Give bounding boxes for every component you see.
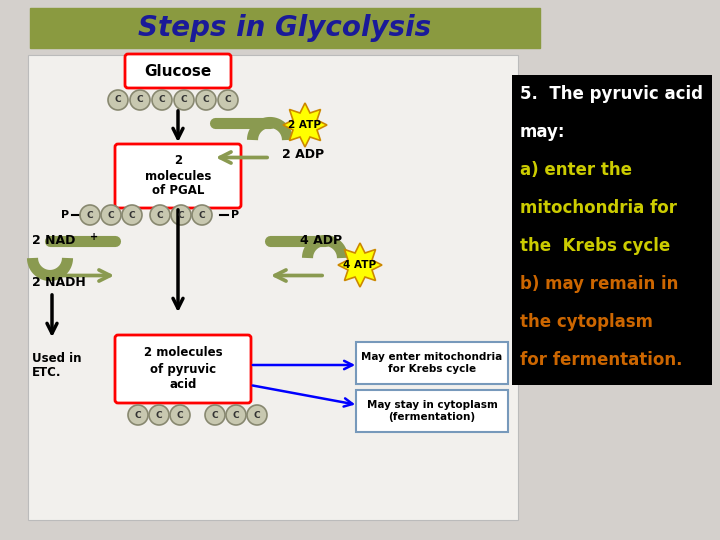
Text: C: C — [157, 211, 163, 219]
Circle shape — [196, 90, 216, 110]
Circle shape — [171, 205, 191, 225]
Text: for fermentation.: for fermentation. — [520, 351, 683, 369]
Text: C: C — [212, 410, 218, 420]
Circle shape — [247, 405, 267, 425]
Text: C: C — [135, 410, 141, 420]
Text: 2 molecules
of pyruvic
acid: 2 molecules of pyruvic acid — [144, 347, 222, 392]
Text: C: C — [199, 211, 205, 219]
Text: Steps in Glycolysis: Steps in Glycolysis — [138, 14, 431, 42]
FancyBboxPatch shape — [115, 335, 251, 403]
Circle shape — [128, 405, 148, 425]
Text: P: P — [231, 210, 239, 220]
Text: 5.  The pyruvic acid: 5. The pyruvic acid — [520, 85, 703, 103]
Text: P: P — [61, 210, 69, 220]
Text: 2 ADP: 2 ADP — [282, 148, 324, 161]
FancyBboxPatch shape — [356, 390, 508, 432]
FancyBboxPatch shape — [115, 144, 241, 208]
Circle shape — [218, 90, 238, 110]
Text: C: C — [203, 96, 210, 105]
Text: 4 ATP: 4 ATP — [343, 260, 377, 270]
Text: May stay in cytoplasm
(fermentation): May stay in cytoplasm (fermentation) — [366, 400, 498, 422]
Polygon shape — [283, 103, 327, 147]
Text: b) may remain in: b) may remain in — [520, 275, 678, 293]
Polygon shape — [338, 243, 382, 287]
FancyBboxPatch shape — [512, 75, 712, 385]
Text: C: C — [176, 410, 184, 420]
Text: C: C — [178, 211, 184, 219]
Text: C: C — [156, 410, 162, 420]
Text: Used in: Used in — [32, 352, 81, 365]
Text: 2 NADH: 2 NADH — [32, 275, 86, 288]
FancyBboxPatch shape — [356, 342, 508, 384]
Circle shape — [108, 90, 128, 110]
Text: Glucose: Glucose — [145, 64, 212, 78]
Text: C: C — [108, 211, 114, 219]
Circle shape — [174, 90, 194, 110]
Text: C: C — [129, 211, 135, 219]
Text: 2
molecules
of PGAL: 2 molecules of PGAL — [145, 154, 211, 198]
Text: C: C — [233, 410, 239, 420]
Circle shape — [152, 90, 172, 110]
Circle shape — [170, 405, 190, 425]
Text: 2 NAD: 2 NAD — [32, 233, 76, 246]
Text: 4 ADP: 4 ADP — [300, 233, 342, 246]
Circle shape — [150, 205, 170, 225]
Text: 2 ATP: 2 ATP — [289, 120, 322, 130]
Text: C: C — [114, 96, 121, 105]
Circle shape — [80, 205, 100, 225]
Text: a) enter the: a) enter the — [520, 161, 632, 179]
Circle shape — [205, 405, 225, 425]
Text: May enter mitochondria
for Krebs cycle: May enter mitochondria for Krebs cycle — [361, 352, 503, 374]
FancyBboxPatch shape — [125, 54, 231, 88]
Circle shape — [122, 205, 142, 225]
Text: mitochondria for: mitochondria for — [520, 199, 677, 217]
Text: C: C — [225, 96, 231, 105]
Text: the cytoplasm: the cytoplasm — [520, 313, 653, 331]
FancyBboxPatch shape — [30, 8, 540, 48]
Text: may:: may: — [520, 123, 565, 141]
Text: the  Krebs cycle: the Krebs cycle — [520, 237, 670, 255]
Circle shape — [149, 405, 169, 425]
Circle shape — [130, 90, 150, 110]
Circle shape — [192, 205, 212, 225]
Circle shape — [226, 405, 246, 425]
Circle shape — [101, 205, 121, 225]
Text: C: C — [181, 96, 187, 105]
Text: C: C — [158, 96, 166, 105]
Text: C: C — [253, 410, 261, 420]
Text: C: C — [137, 96, 143, 105]
Text: ETC.: ETC. — [32, 366, 61, 379]
Text: +: + — [90, 232, 98, 242]
FancyBboxPatch shape — [28, 55, 518, 520]
Text: C: C — [86, 211, 94, 219]
